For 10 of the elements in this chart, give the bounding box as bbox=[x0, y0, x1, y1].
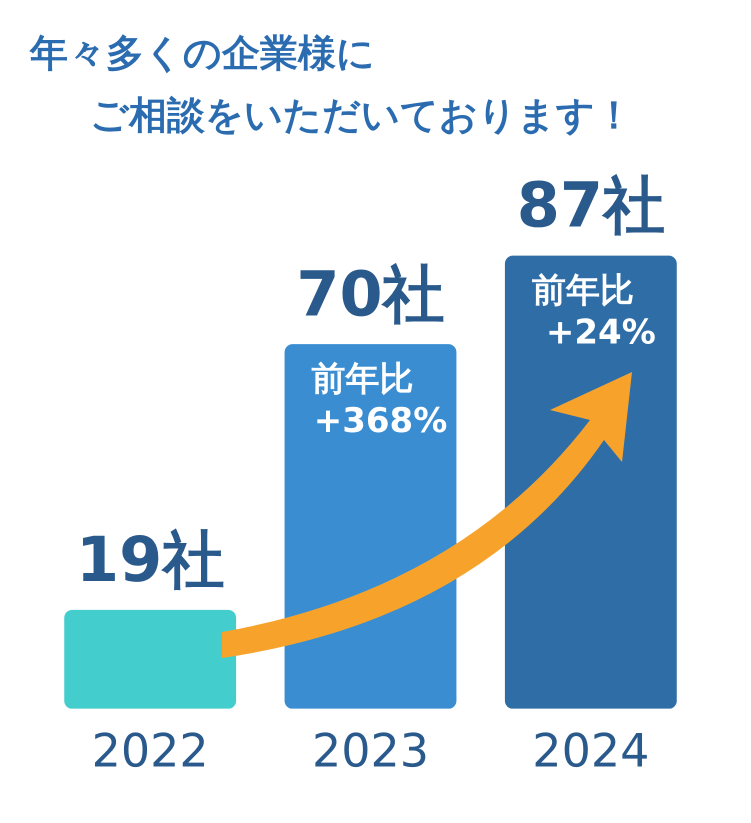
x-tick-label: 2023 bbox=[312, 723, 430, 778]
annotation: 前年比 +368% bbox=[312, 359, 448, 442]
annotation: 前年比 +24% bbox=[532, 270, 656, 352]
chart-title: 年々多くの企業様に bbox=[30, 30, 376, 77]
x-tick-label: 2024 bbox=[532, 723, 650, 778]
chart-subtitle: ご相談をいただいております！ bbox=[89, 92, 634, 139]
data-label: 70社 bbox=[296, 257, 445, 330]
data-label: 87社 bbox=[516, 168, 665, 242]
data-label: 19社 bbox=[76, 522, 224, 596]
x-tick-label: 2022 bbox=[92, 723, 209, 778]
